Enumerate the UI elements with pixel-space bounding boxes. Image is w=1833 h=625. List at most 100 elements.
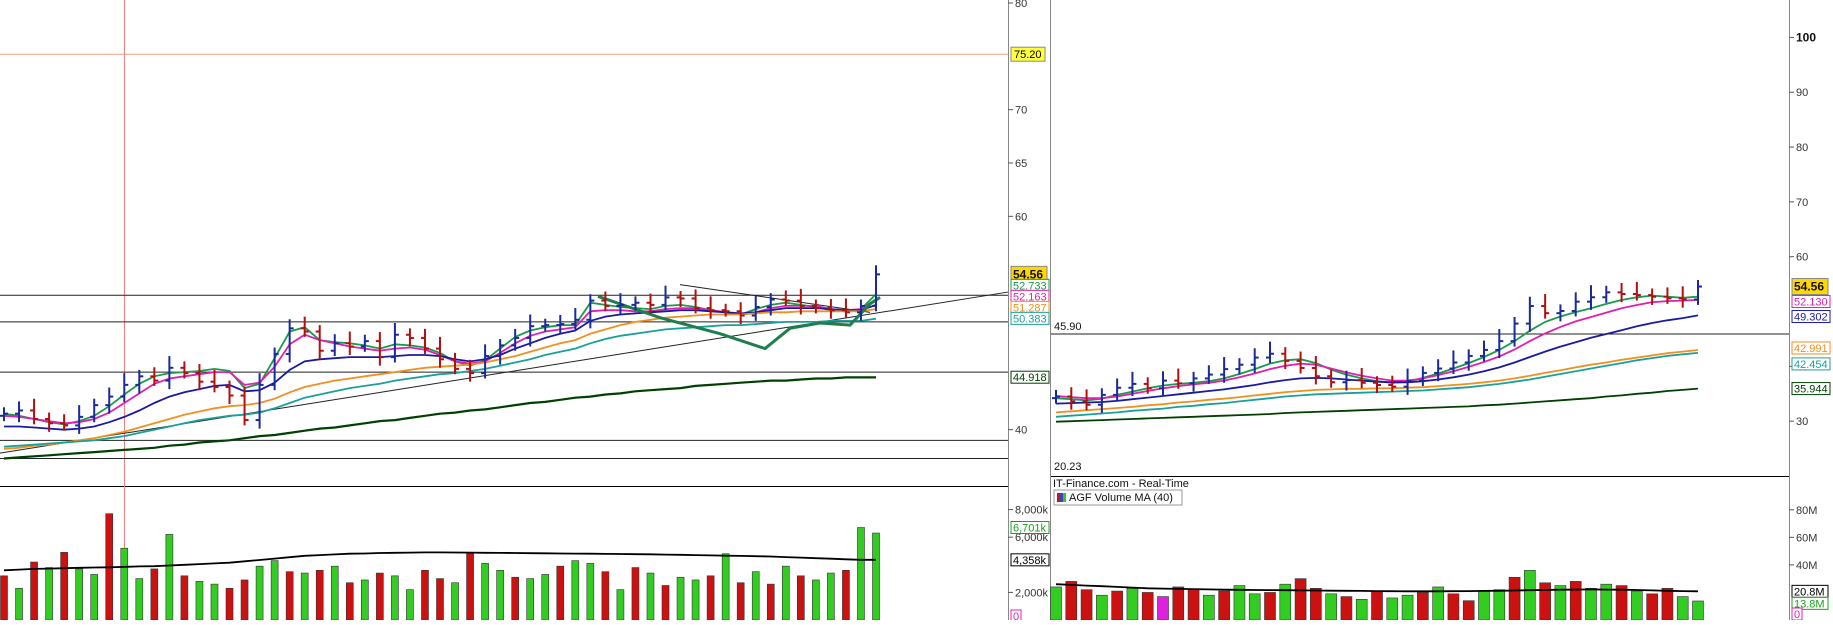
ohlc-bar [736,302,745,325]
volume-value-tag: 4,358k [1010,553,1050,567]
ohlc-bar [1052,389,1060,404]
volume-moving-average [3,551,876,572]
volume-bar [586,563,595,621]
ohlc-bar [826,299,835,319]
volume-bar [872,532,880,621]
ohlc-bar [556,315,565,334]
ohlc-bar [1235,358,1244,375]
ohlc-bar [1556,304,1565,322]
legend-box [1053,489,1183,506]
ohlc-bar [541,318,550,332]
indicator-tag-label: 35.944 [1794,384,1828,396]
ohlc-bar [300,316,309,337]
ohlc-bar [691,289,700,314]
volume-bar [1554,585,1567,621]
ohlc-bar [1113,378,1122,401]
ohlc-bar [1464,349,1473,371]
volume-bar [1539,582,1551,621]
ohlc-bar [60,414,69,431]
ohlc-bar [1541,293,1550,319]
last-price-label: 54.56 [1013,267,1043,281]
volume-bar [15,587,23,621]
volume-value-tag: 20.8M [1791,584,1829,598]
indicator-tag-box [1791,341,1831,355]
high-label: 45.90 [1054,321,1082,333]
volume-bar [1203,594,1215,621]
volume-bar [240,579,249,621]
volume-bar [1524,570,1536,621]
indicator-tag-box [1010,370,1050,384]
volume-bar [436,578,444,621]
data-source-label: IT-Finance.com - Real-Time [1053,478,1189,490]
volume-tag-box [1010,520,1050,534]
volume-tag-label: 20.8M [1794,586,1825,598]
ohlc-bar [1250,348,1259,373]
volume-bar [1187,589,1200,621]
ohlc-bar [75,405,84,434]
volume-bar [481,563,489,621]
volume-bar [376,572,384,621]
volume-bar [601,571,610,621]
ohlc-bar [1097,388,1106,413]
volume-bar [1676,596,1689,621]
volume-tick-label: 2,000k [1015,587,1049,599]
ohlc-bar [781,290,790,306]
ohlc-bar [30,398,39,425]
volume-bar [1569,581,1582,621]
ohlc-bar [375,332,384,366]
volume-bar [1371,590,1383,621]
long-term-price-panel: 45.9020.2310090807060403054.5652.13049.3… [1051,30,1831,473]
volume-bar [706,575,715,621]
ohlc-bar [1648,288,1657,305]
ohlc-bar [405,328,414,347]
y-axis-tick-label: 90 [1796,87,1808,99]
ohlc-bar [631,296,640,311]
ohlc-bar [1632,281,1641,301]
price-panel: 80 70 65 60 40 75.20 54.5652.73352.16351.28750… [0,0,1050,620]
volume-bar [631,567,640,621]
indicator-value-tag: 42.454 [1791,357,1831,371]
indicator-value-tag: 35.944 [1791,382,1831,396]
volume-bar [120,547,129,621]
volume-bar [1248,593,1261,621]
indicator-tag-label: 50.383 [1013,313,1047,325]
y-axis-tick-label: 70 [1015,105,1027,117]
volume-bar [1646,593,1658,621]
volume-bar [1050,586,1062,621]
indicator-value-tag: 54.56 [1010,265,1048,283]
ohlc-bar [1357,367,1366,389]
ohlc-bar [1082,389,1091,411]
volume-bar [1508,576,1521,621]
volume-bar [736,582,745,621]
volume-bar [330,565,339,621]
volume-legend: AGF Volume MA (40) [1053,489,1183,506]
volume-bar [1401,594,1414,621]
ohlc-bar [45,412,54,432]
volume-bar [511,576,519,621]
ohlc-bar [1220,357,1229,383]
ohlc-bar [1342,370,1351,391]
volume-bar [1325,593,1337,621]
ohlc-bar [526,314,535,347]
ohlc-bar [751,295,760,321]
volume-bar [1615,585,1628,621]
ohlc-bar [1663,287,1672,304]
ohlc-bar [676,291,685,307]
volume-bar [1294,578,1307,621]
volume-bar [616,589,625,621]
moving-average-line [3,376,876,460]
volume-bar [1172,586,1185,621]
y-axis-tick-label: 100 [1796,30,1816,44]
volume-bar [90,574,99,621]
ohlc-bar [796,288,805,315]
pattern-drawing [597,294,881,351]
ohlc-bar [15,401,24,423]
indicator-tag-label: 44.918 [1013,372,1047,384]
volume-bar [285,571,294,621]
volume-value-tag: 0 [1791,607,1803,621]
indicator-value-tag: 52.733 [1010,278,1050,292]
ohlc-bar [1327,369,1336,388]
volume-bar [1080,589,1093,621]
ohlc-bar [496,339,505,365]
volume-bar [1447,593,1460,621]
